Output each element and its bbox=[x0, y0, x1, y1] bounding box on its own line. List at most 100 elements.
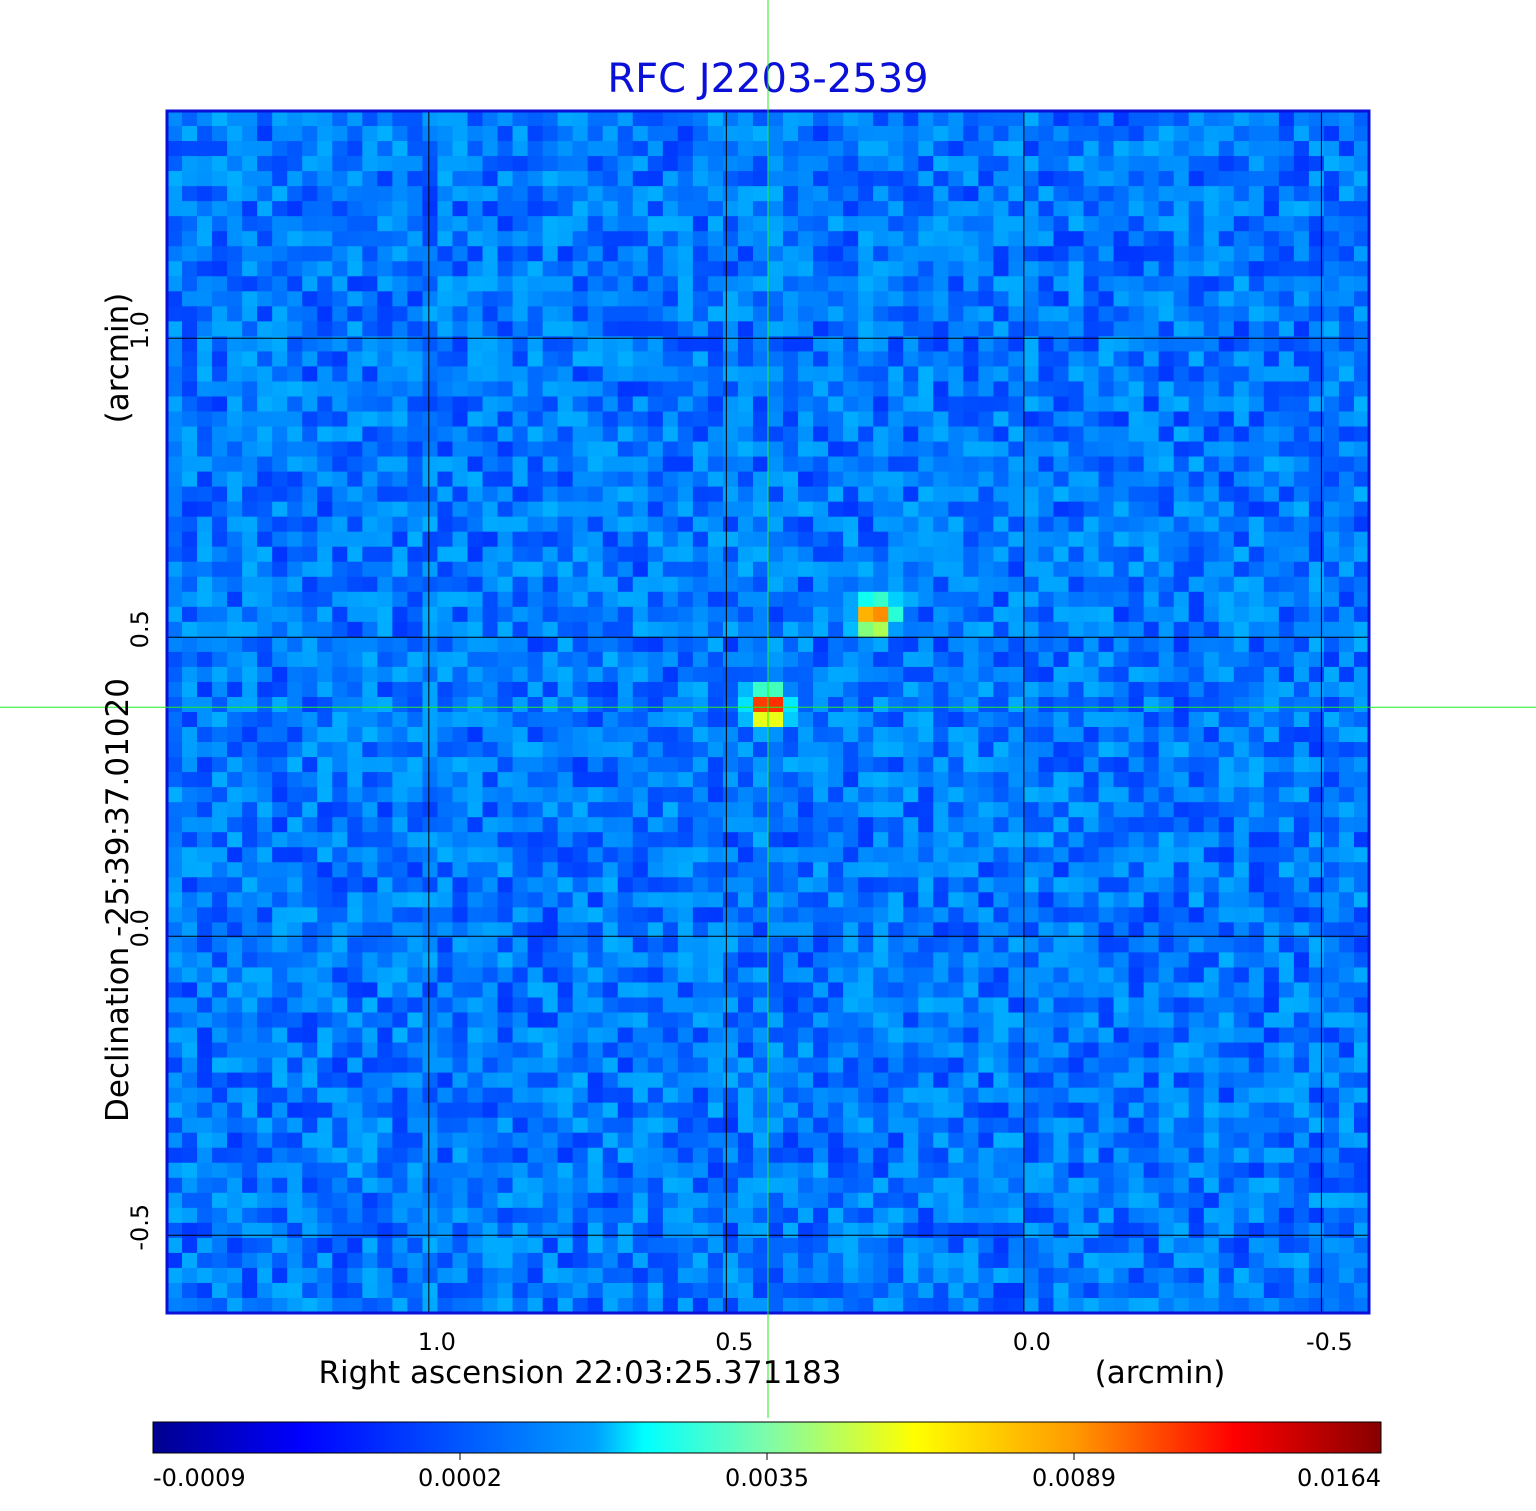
pixel bbox=[512, 892, 529, 908]
pixel bbox=[1203, 877, 1220, 893]
pixel bbox=[1248, 922, 1265, 938]
pixel bbox=[888, 201, 904, 217]
pixel bbox=[813, 892, 829, 908]
pixel bbox=[302, 937, 318, 954]
pixel bbox=[1248, 757, 1265, 773]
pixel bbox=[1053, 456, 1070, 473]
pixel bbox=[888, 636, 904, 653]
pixel bbox=[1263, 1012, 1280, 1029]
pixel bbox=[1083, 336, 1100, 353]
pixel bbox=[1098, 501, 1115, 518]
pixel bbox=[993, 171, 1010, 187]
pixel bbox=[978, 426, 994, 443]
pixel bbox=[783, 456, 799, 473]
pixel bbox=[993, 847, 1010, 863]
pixel bbox=[1203, 546, 1220, 563]
pixel bbox=[377, 186, 393, 202]
pixel bbox=[768, 396, 784, 413]
pixel bbox=[1113, 141, 1130, 157]
pixel bbox=[332, 696, 348, 713]
pixel bbox=[903, 216, 919, 232]
pixel bbox=[557, 666, 574, 683]
pixel bbox=[1128, 772, 1145, 788]
pixel bbox=[1218, 546, 1235, 563]
pixel bbox=[302, 261, 318, 277]
pixel bbox=[768, 201, 784, 217]
pixel bbox=[482, 351, 499, 368]
pixel bbox=[1038, 291, 1055, 307]
pixel bbox=[347, 516, 363, 533]
pixel bbox=[362, 997, 378, 1014]
pixel bbox=[212, 186, 228, 202]
pixel bbox=[752, 516, 769, 533]
pixel bbox=[1233, 276, 1250, 292]
pixel bbox=[843, 922, 859, 938]
pixel bbox=[1203, 471, 1220, 488]
pixel bbox=[197, 772, 213, 788]
pixel bbox=[362, 1042, 378, 1059]
pixel bbox=[813, 366, 829, 383]
pixel bbox=[467, 772, 484, 788]
pixel bbox=[302, 907, 318, 923]
pixel bbox=[602, 366, 619, 383]
pixel bbox=[542, 336, 559, 353]
pixel bbox=[1128, 381, 1145, 398]
pixel bbox=[828, 501, 844, 518]
pixel bbox=[497, 546, 514, 563]
pixel bbox=[602, 246, 619, 262]
pixel bbox=[452, 486, 469, 503]
pixel bbox=[1023, 471, 1040, 488]
pixel bbox=[1038, 576, 1055, 593]
pixel bbox=[828, 727, 844, 743]
pixel bbox=[617, 321, 634, 337]
pixel bbox=[227, 291, 243, 307]
pixel bbox=[722, 456, 739, 473]
pixel bbox=[257, 967, 273, 984]
pixel bbox=[918, 261, 934, 277]
pixel bbox=[1233, 591, 1250, 608]
pixel bbox=[722, 441, 739, 458]
pixel bbox=[542, 922, 559, 938]
pixel bbox=[752, 351, 769, 368]
pixel bbox=[888, 366, 904, 383]
pixel bbox=[752, 772, 769, 788]
pixel bbox=[527, 411, 544, 428]
pixel bbox=[1353, 832, 1370, 848]
pixel bbox=[182, 291, 198, 307]
pixel bbox=[317, 621, 333, 638]
pixel bbox=[768, 486, 784, 503]
pixel bbox=[452, 471, 469, 488]
pixel bbox=[933, 696, 949, 713]
pixel bbox=[272, 997, 288, 1014]
pixel bbox=[692, 997, 709, 1014]
pixel bbox=[527, 426, 544, 443]
pixel bbox=[888, 591, 904, 608]
pixel bbox=[1023, 982, 1040, 999]
pixel bbox=[317, 531, 333, 548]
pixel bbox=[602, 832, 619, 848]
pixel bbox=[587, 261, 604, 277]
pixel bbox=[677, 862, 694, 878]
pixel bbox=[227, 306, 243, 322]
pixel bbox=[422, 426, 439, 443]
pixel bbox=[572, 727, 589, 743]
pixel bbox=[197, 666, 213, 683]
pixel bbox=[1113, 772, 1130, 788]
pixel bbox=[1323, 441, 1340, 458]
pixel bbox=[1098, 591, 1115, 608]
pixel bbox=[182, 967, 198, 984]
pixel bbox=[707, 651, 724, 668]
pixel bbox=[768, 742, 784, 758]
pixel bbox=[242, 712, 258, 728]
pixel bbox=[1023, 561, 1040, 578]
pixel bbox=[1188, 591, 1205, 608]
pixel bbox=[737, 456, 754, 473]
pixel bbox=[1278, 546, 1295, 563]
pixel bbox=[1338, 516, 1355, 533]
pixel bbox=[1323, 246, 1340, 262]
pixel bbox=[1173, 156, 1190, 172]
pixel bbox=[1233, 501, 1250, 518]
pixel bbox=[497, 366, 514, 383]
pixel bbox=[873, 681, 889, 698]
pixel bbox=[858, 802, 874, 818]
